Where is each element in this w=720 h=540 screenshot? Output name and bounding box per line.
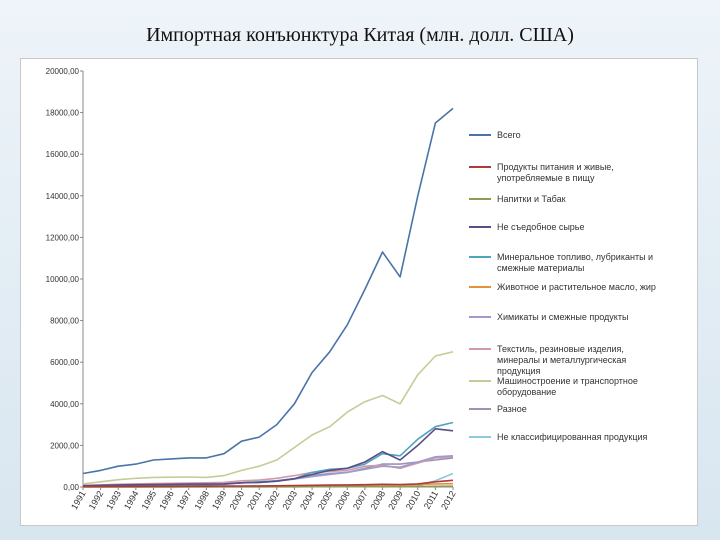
legend-entry: Животное и растительное масло, жир [497, 282, 656, 292]
legend-entry: Напитки и Табак [497, 194, 566, 204]
y-tick-label: 12000,00 [46, 233, 80, 242]
x-tick-labels: 1991199219931994199519961997199819992000… [69, 487, 458, 511]
x-tick-label: 1993 [104, 489, 123, 511]
x-tick-label: 1999 [210, 489, 229, 511]
y-tick-label: 14000,00 [46, 192, 80, 201]
legend-entry: Минеральное топливо, лубриканты и смежные… [497, 252, 653, 273]
x-tick-label: 2002 [263, 489, 282, 511]
legend-entry: Химикаты и смежные продукты [497, 312, 628, 322]
x-tick-label: 2007 [351, 489, 370, 511]
x-tick-label: 2001 [245, 489, 264, 511]
x-tick-label: 1992 [87, 489, 106, 511]
y-tick-label: 8000,00 [50, 317, 79, 326]
x-tick-label: 2010 [404, 489, 423, 511]
x-tick-label: 2008 [369, 489, 388, 511]
line-chart: 0,00 2000,00 4000,00 6000,00 8000,00 10000,00… [46, 67, 656, 511]
chart-panel: 0,00 2000,00 4000,00 6000,00 8000,00 10000,00… [20, 58, 698, 526]
y-tick-labels: 0,00 2000,00 4000,00 6000,00 8000,00 10000,00… [46, 67, 80, 492]
y-tick-label: 2000,00 [50, 441, 79, 450]
series-line [82, 479, 454, 488]
legend-entry: Текстиль, резиновые изделия, минералы и м… [497, 344, 626, 376]
series-line [82, 427, 454, 487]
x-tick-label: 2004 [298, 489, 317, 511]
y-tick-label: 0,00 [63, 483, 79, 492]
legend-entry: Всего [497, 130, 521, 140]
x-tick-label: 2012 [439, 489, 458, 511]
page-title: Импортная конъюнктура Китая (млн. долл. … [146, 24, 574, 46]
x-tick-label: 1994 [122, 489, 141, 511]
x-tick-label: 1996 [157, 489, 176, 511]
axes [82, 71, 453, 488]
x-tick-label: 1995 [140, 489, 159, 511]
series-line [82, 421, 454, 487]
legend-entry: Машиностроение и транспортное оборудовани… [497, 376, 638, 397]
y-tick-label: 18000,00 [46, 109, 80, 118]
legend-entry: Разное [497, 404, 527, 414]
legend-entry: Продукты питания и живые, употребляемые в… [497, 162, 614, 183]
series-lines [82, 107, 454, 488]
x-tick-label: 1997 [175, 489, 194, 511]
legend-entry: Не съедобное сырье [497, 222, 585, 232]
x-tick-label: 2006 [333, 489, 352, 511]
y-tick-label: 16000,00 [46, 150, 80, 159]
x-tick-label: 2000 [228, 489, 247, 511]
x-tick-label: 2009 [386, 489, 405, 511]
x-tick-label: 1998 [192, 489, 211, 511]
x-tick-label: 2005 [316, 489, 335, 511]
y-tick-label: 4000,00 [50, 400, 79, 409]
x-tick-label: 1991 [69, 489, 88, 511]
series-line [82, 107, 454, 475]
x-tick-label: 2011 [422, 489, 440, 511]
y-tick-label: 6000,00 [50, 358, 79, 367]
legend: Всего Продукты питания и живые, употребляе… [469, 130, 656, 442]
x-tick-label: 2003 [280, 489, 299, 511]
series-line [82, 351, 454, 485]
y-tick-label: 10000,00 [46, 275, 80, 284]
legend-entry: Не классифицированная продукция [497, 432, 648, 442]
y-tick-label: 20000,00 [46, 67, 80, 76]
